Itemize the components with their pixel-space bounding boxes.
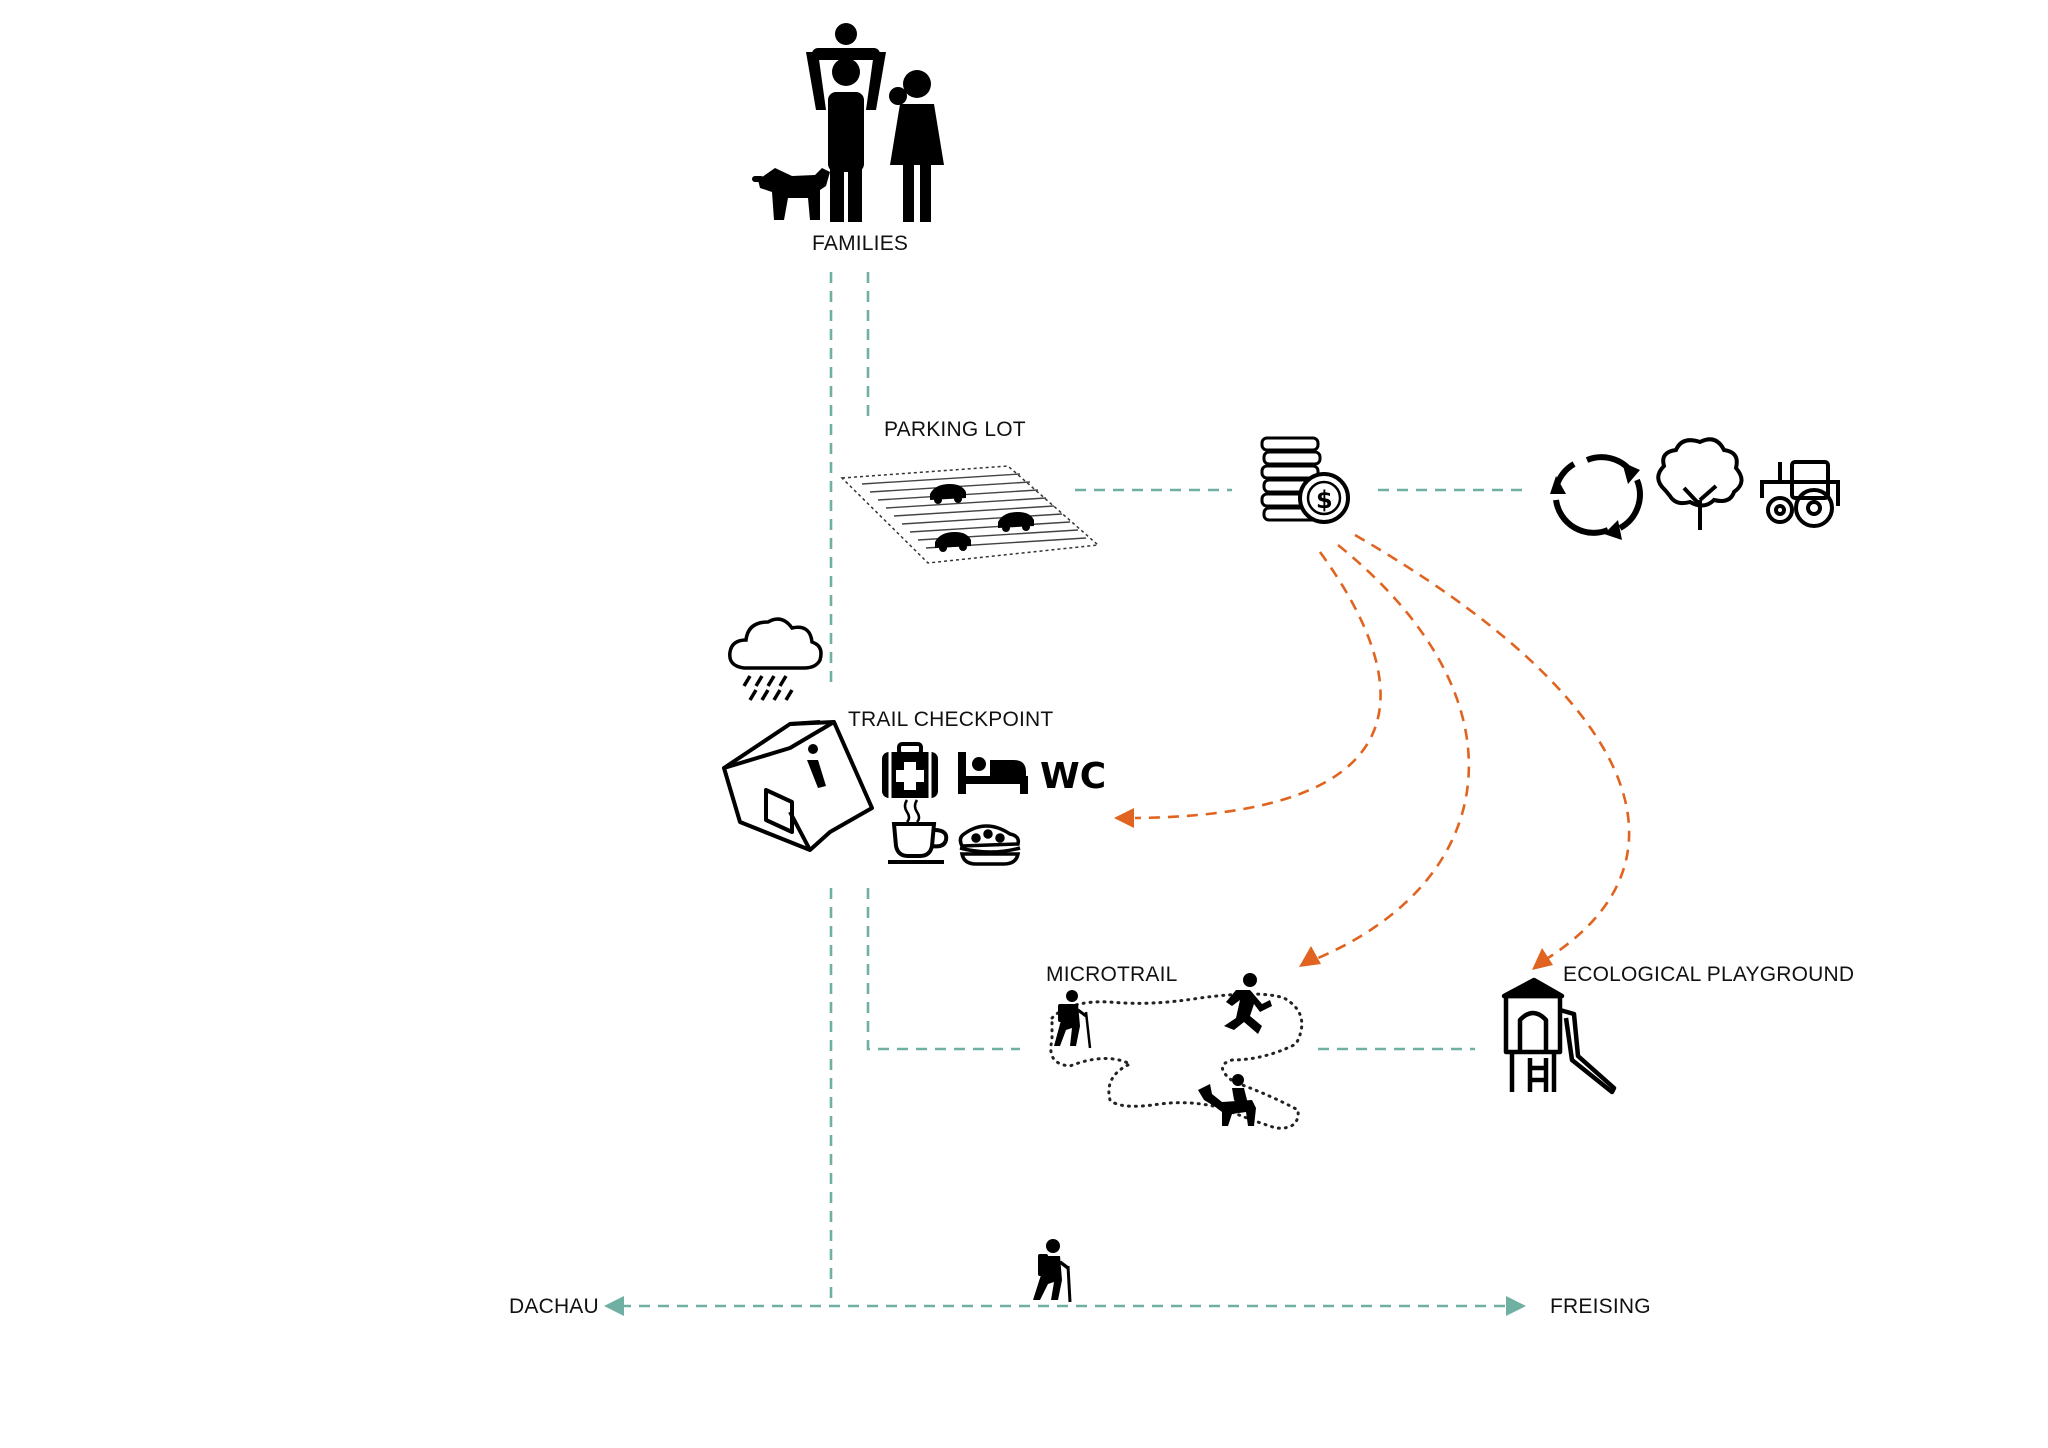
money-flows [1114, 533, 1631, 970]
runner-icon [1224, 973, 1272, 1034]
rain-cloud-icon [728, 617, 823, 701]
flow-to-checkpoint [1134, 551, 1382, 820]
parking-lot-label: PARKING LOT [884, 418, 1026, 441]
trail-checkpoint-label: TRAIL CHECKPOINT [848, 708, 1053, 731]
horse-rider-icon [1198, 1074, 1256, 1126]
info-house-icon [722, 720, 874, 852]
microtrail-path [1049, 992, 1304, 1130]
tractor-icon [1760, 460, 1840, 528]
microtrail-label: MICROTRAIL [1046, 963, 1178, 986]
arrowhead-playground-icon [1532, 948, 1553, 970]
svg-text:$: $ [1316, 486, 1333, 514]
bed-icon [958, 752, 1028, 794]
first-aid-kit-icon [882, 742, 938, 798]
sandwich-icon [958, 824, 1021, 866]
hiker-icon [1054, 990, 1092, 1049]
coins-dollar-icon: $ [1260, 436, 1350, 524]
coffee-cup-icon [888, 799, 949, 864]
info-sign [807, 744, 826, 788]
arrowhead-checkpoint-icon [1114, 808, 1134, 828]
ecological-playground-label: ECOLOGICAL PLAYGROUND [1563, 963, 1854, 986]
playground-tower-icon [1501, 977, 1617, 1095]
arrow-left-icon [604, 1296, 624, 1316]
freising-label: FREISING [1550, 1295, 1651, 1318]
tree-icon [1656, 437, 1744, 530]
arrow-right-icon [1506, 1296, 1526, 1316]
families-label: FAMILIES [812, 232, 908, 255]
flow-to-microtrail [1317, 543, 1471, 960]
family-with-dog-icon [752, 23, 944, 222]
hiker-icon [1033, 1239, 1072, 1303]
connector-lines [829, 272, 1530, 1300]
arrowhead-microtrail-icon [1299, 946, 1321, 967]
parking-lot-icon [840, 465, 1100, 564]
dachau-label: DACHAU [509, 1295, 599, 1318]
route-line [604, 1296, 1526, 1316]
wc-label: WC [1040, 756, 1106, 797]
